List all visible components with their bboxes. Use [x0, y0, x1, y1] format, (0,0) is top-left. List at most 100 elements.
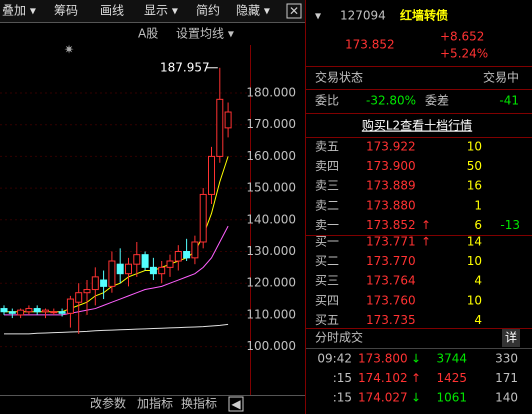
- ratio-label: 委比: [315, 94, 339, 108]
- ma-line: [4, 323, 229, 335]
- candle-body: [50, 311, 58, 314]
- book-price: 173.852: [366, 218, 416, 232]
- candle-body: [75, 292, 83, 303]
- candle-body: [17, 309, 25, 316]
- ratio-value: -32.80%: [366, 94, 416, 108]
- candle-body: [58, 311, 66, 314]
- book-price: 173.880: [366, 198, 416, 212]
- close-button[interactable]: [286, 3, 302, 19]
- book-label: 卖三: [315, 179, 339, 193]
- book-volume: 10: [467, 140, 482, 154]
- book-arrow: ↑: [421, 235, 431, 249]
- status-label: 交易状态: [315, 70, 363, 85]
- candle-body: [91, 276, 99, 291]
- book-volume: 16: [467, 179, 482, 193]
- book-price: 173.771: [366, 235, 416, 249]
- book-volume: 1: [474, 198, 482, 212]
- candle-body: [224, 111, 232, 129]
- book-price: 173.900: [366, 159, 416, 173]
- book-price: 173.735: [366, 313, 416, 327]
- y-tick-label: 130.000: [246, 244, 296, 258]
- tick-time: :15: [333, 371, 352, 385]
- candle-body: [8, 311, 16, 314]
- toolbar: [0, 0, 305, 22]
- book-volume: 6: [474, 218, 482, 232]
- book-volume: 4: [474, 274, 482, 288]
- candle-body: [174, 251, 182, 262]
- toolbar-button[interactable]: 叠加 ▾: [2, 4, 36, 18]
- stock-name: 红墙转债: [400, 8, 448, 23]
- toolbar-button[interactable]: 简约: [196, 3, 220, 18]
- indicator-button[interactable]: 改参数: [90, 396, 126, 411]
- max-label: 187.957: [160, 60, 210, 74]
- tick-price: 174.027: [358, 391, 408, 405]
- candle-body: [133, 254, 141, 265]
- tick-time: 09:42: [317, 352, 352, 366]
- diff-label: 委差: [425, 94, 449, 108]
- y-tick-label: 180.000: [246, 86, 296, 100]
- candle-body: [149, 266, 157, 275]
- diff-value: -41: [499, 94, 519, 108]
- toolbar-button[interactable]: 筹码: [54, 4, 78, 18]
- candle-body: [42, 309, 49, 313]
- book-volume: 14: [467, 235, 482, 249]
- candle-body: [216, 98, 224, 157]
- detail-label[interactable]: 详: [505, 330, 517, 345]
- candle-body: [0, 308, 8, 313]
- candle-body: [116, 263, 124, 275]
- ticks-title: 分时成交: [315, 330, 363, 345]
- book-price: 173.889: [366, 179, 416, 193]
- candle-body: [66, 298, 74, 314]
- candle-body: [158, 266, 166, 275]
- y-tick-label: 120.000: [246, 276, 296, 290]
- y-tick-label: 100.000: [246, 339, 296, 353]
- candle-body: [166, 260, 174, 268]
- book-change: -13: [500, 218, 520, 232]
- book-price: 173.770: [366, 254, 416, 268]
- status-value: 交易中: [483, 70, 519, 85]
- tick-count: 330: [495, 352, 518, 366]
- book-label: 买四: [315, 293, 339, 307]
- y-tick-label: 110.000: [246, 307, 296, 321]
- toolbar-button[interactable]: 画线: [100, 4, 124, 18]
- candle-body: [191, 241, 199, 259]
- dropdown-icon[interactable]: ▾: [315, 9, 321, 23]
- market-label: A股: [138, 27, 158, 41]
- candle-body: [25, 308, 33, 313]
- book-label: 卖四: [315, 159, 339, 173]
- l2-link[interactable]: 购买L2查看十档行情: [362, 118, 472, 133]
- ma-line: [4, 156, 229, 313]
- toolbar-button[interactable]: 隐藏 ▾: [236, 4, 270, 18]
- candle-body: [208, 155, 215, 195]
- close-icon[interactable]: ✕: [289, 4, 299, 18]
- stock-code: 127094: [340, 9, 386, 23]
- candle-body: [33, 308, 41, 313]
- tick-count: 140: [495, 391, 518, 405]
- indicator-button[interactable]: 换指标: [181, 396, 217, 411]
- book-price: 173.922: [366, 140, 416, 154]
- tick-volume: 1425: [436, 371, 467, 385]
- book-label: 卖二: [315, 198, 339, 212]
- tick-arrow: ↓: [411, 391, 421, 405]
- book-label: 卖一: [315, 218, 339, 232]
- toolbar-button[interactable]: 显示 ▾: [144, 4, 178, 18]
- collapse-button[interactable]: [228, 396, 244, 412]
- indicator-button[interactable]: 加指标: [137, 396, 173, 411]
- y-tick-label: 170.000: [246, 117, 296, 131]
- y-tick-label: 160.000: [246, 149, 296, 163]
- price-change-pct: +5.24%: [440, 47, 488, 61]
- candle-body: [199, 193, 207, 243]
- candle-body: [108, 260, 116, 287]
- book-volume: 10: [467, 293, 482, 307]
- y-tick-label: 150.000: [246, 181, 296, 195]
- last-price: 173.852: [345, 38, 395, 52]
- book-arrow: ↑: [421, 218, 431, 232]
- book-label: 买一: [315, 235, 339, 249]
- collapse-icon[interactable]: ◀: [231, 397, 241, 411]
- detail-button[interactable]: [502, 329, 520, 347]
- ma-setting[interactable]: 设置均线 ▾: [176, 27, 234, 41]
- candle-body: [125, 263, 132, 275]
- book-label: 买五: [315, 313, 339, 327]
